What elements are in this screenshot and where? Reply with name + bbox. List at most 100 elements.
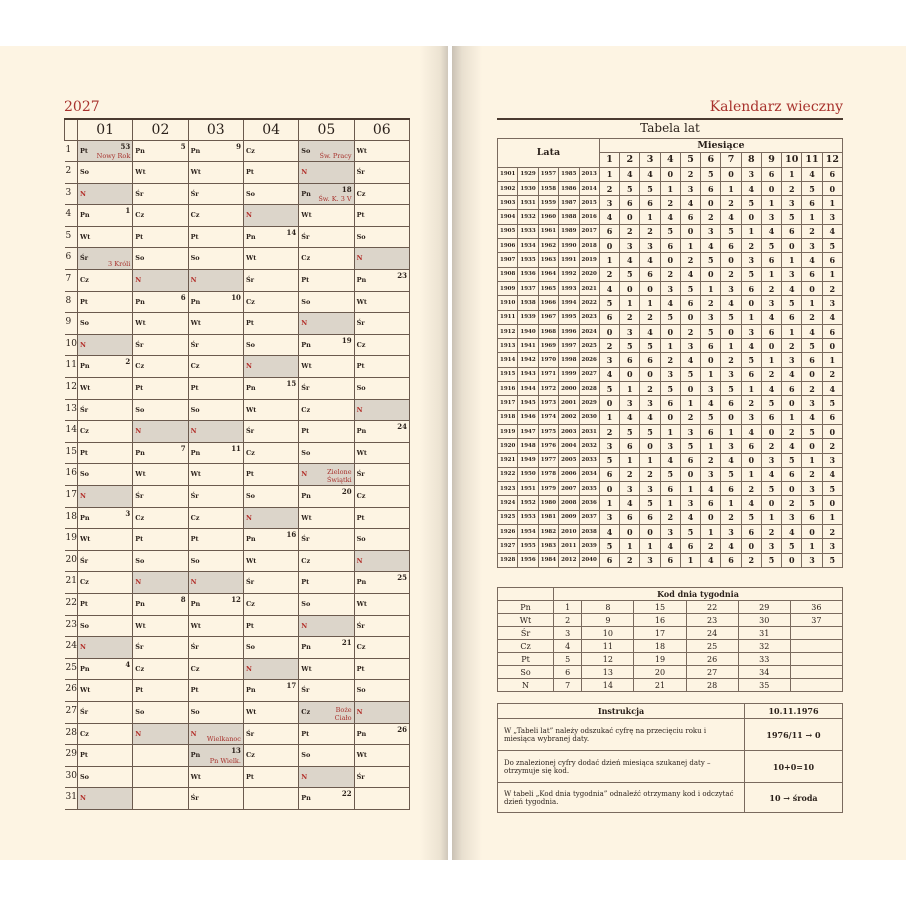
year-row: 1906 1934 1962 1990 2018 0 3 3 6 1 4 6 2 5 0 3 5 (496, 238, 844, 254)
month-value: 3 (619, 481, 641, 497)
month-value: 2 (679, 252, 702, 268)
year-cell: 2007 (558, 481, 580, 497)
week-number: 26 (397, 724, 407, 734)
day-number: 24 (64, 636, 78, 659)
month-value: 1 (700, 524, 722, 540)
day-cell: Śr (298, 679, 355, 702)
week-number: 7 (180, 443, 186, 453)
year-cell: 2001 (558, 395, 580, 411)
month-value: 4 (821, 466, 844, 483)
code-cell: 10 (581, 626, 635, 640)
day-cell: Wt (242, 247, 300, 271)
month-value: 5 (619, 266, 641, 282)
weekday-label: Wt (245, 405, 257, 414)
week-number: 9 (236, 141, 241, 151)
code-cell: 21 (633, 678, 687, 692)
weekday-label: So (301, 751, 311, 760)
year-cell: 1906 (496, 238, 519, 254)
month-value: 6 (821, 409, 844, 425)
weekday-label: Śr (301, 232, 310, 241)
year-cell: 1936 (517, 266, 539, 282)
corner-cell (497, 587, 554, 601)
month-value: 0 (801, 438, 823, 454)
year-cell: 1980 (537, 495, 560, 511)
day-cell: N (242, 657, 300, 681)
month-value: 6 (720, 238, 742, 254)
weekday-label: Śr (190, 340, 199, 349)
calendar-row: 3 N Śr Śr So Pn 18 Św. K. 3 V Cz (64, 182, 411, 206)
weekday-label: Pt (79, 146, 88, 155)
weekday-label: So (135, 405, 145, 414)
weekday-label: So (245, 189, 255, 198)
year-cell: 2014 (578, 180, 600, 197)
year-cell: 1932 (517, 209, 539, 225)
day-cell: So (187, 549, 244, 573)
month-value: 0 (700, 266, 722, 282)
weekday-label: Wt (79, 535, 91, 544)
month-value: 1 (740, 223, 762, 240)
year-row: 1915 1943 1971 1999 2027 4 0 0 3 5 1 3 6 2 4 0 2 (496, 366, 844, 383)
month-value: 3 (821, 538, 844, 554)
month-value: 4 (781, 280, 803, 297)
weekday-label: Pt (79, 297, 88, 306)
day-cell: Pt (353, 204, 411, 227)
month-value: 3 (760, 209, 783, 225)
month-value: 1 (659, 338, 681, 354)
month-value: 1 (821, 195, 844, 211)
month-value: 6 (679, 295, 702, 311)
month-value: 5 (619, 180, 641, 197)
month-value: 0 (740, 452, 762, 468)
weekday-label: So (135, 556, 145, 565)
weekday-label: Wt (190, 319, 201, 328)
weekday-label: Cz (79, 276, 89, 285)
day-cell: Cz (353, 636, 411, 659)
calendar-row: 16 So Wt Wt Pt N Zielone Świątki Śr (64, 463, 411, 486)
day-cell: So (242, 485, 300, 508)
month-value: 5 (781, 209, 803, 225)
month-value: 6 (781, 309, 803, 325)
holiday-label: Św. K. 3 V (318, 195, 352, 204)
weekday-label: Śr (135, 340, 144, 349)
month-value: 1 (679, 238, 702, 254)
day-cell: Wt (187, 161, 244, 184)
month-value: 2 (821, 280, 844, 297)
month-number: 11 (801, 152, 823, 168)
week-number: 19 (341, 335, 352, 345)
step-example: 10+0=10 (744, 750, 843, 783)
month-value: 3 (720, 438, 742, 454)
month-value: 6 (659, 238, 681, 254)
month-value: 1 (700, 438, 722, 454)
month-value: 2 (619, 309, 641, 325)
day-cell: Śr (132, 182, 189, 206)
month-value: 0 (619, 366, 641, 383)
year-cell: 2016 (578, 209, 600, 225)
code-cell: 5 (552, 652, 583, 666)
day-cell: Pt (132, 377, 189, 400)
year-cell: 1922 (496, 466, 519, 483)
weekday-label: Pn (301, 340, 311, 349)
calendar-row: 21 Cz N N Śr Pt Pn 25 (64, 571, 411, 594)
weekday-label: Pt (190, 232, 199, 241)
month-value: 4 (659, 295, 681, 311)
code-cell: 25 (685, 639, 739, 653)
weekday-label: Pn (245, 686, 256, 695)
month-value: 5 (679, 524, 702, 540)
day-cell: Wt (132, 463, 189, 486)
year-cell: 1955 (517, 538, 539, 554)
year-cell: 1969 (537, 338, 560, 354)
month-value: 5 (720, 223, 742, 240)
day-number: 17 (64, 485, 78, 508)
day-cell: Pn 9 (187, 139, 244, 163)
weekday-label: Pt (356, 513, 365, 522)
year-cell: 1921 (496, 452, 519, 468)
year-cell: 2036 (578, 495, 600, 511)
day-cell: Wt (242, 700, 300, 724)
month-value: 3 (700, 381, 722, 397)
month-value: 4 (760, 381, 783, 397)
month-value: 5 (700, 252, 722, 268)
month-value: 2 (821, 438, 844, 454)
month-value: 5 (781, 452, 803, 468)
day-cell: Pn 5 (132, 139, 189, 163)
day-cell: Cz (242, 592, 300, 616)
year-cell: 1944 (517, 381, 539, 397)
